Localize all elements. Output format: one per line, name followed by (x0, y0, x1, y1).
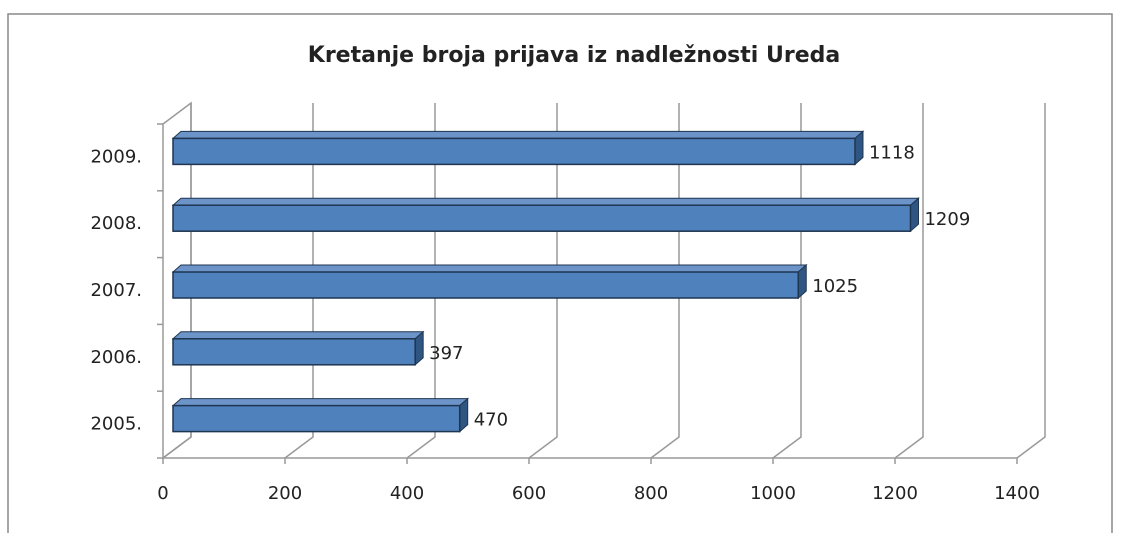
chart-frame (7, 13, 1113, 533)
value-label: 1118 (869, 142, 915, 163)
value-label: 470 (474, 410, 508, 431)
bar-top (171, 264, 808, 273)
chart-title: Kretanje broja prijava iz nadležnosti Ur… (308, 43, 840, 68)
value-label: 1025 (812, 276, 858, 297)
bar (172, 404, 461, 433)
y-tick-label: 2005. (90, 414, 142, 435)
y-tick-label: 2007. (90, 280, 142, 301)
x-tick-label: 600 (512, 483, 546, 504)
x-tick-label: 400 (390, 483, 424, 504)
value-label: 1209 (924, 209, 970, 230)
bar-top (171, 331, 425, 340)
bar (172, 338, 416, 366)
grid-line (894, 103, 924, 459)
x-tick-label: 200 (268, 483, 302, 504)
x-tick-label: 1200 (872, 483, 918, 504)
bar (172, 137, 856, 166)
x-tick-label: 0 (157, 483, 168, 504)
x-tick-label: 800 (634, 483, 668, 504)
y-tick-label: 2006. (90, 347, 142, 368)
x-tick-label: 1400 (994, 483, 1040, 504)
bar-top (171, 398, 470, 407)
x-tick-label: 1000 (750, 483, 796, 504)
bar (172, 271, 799, 299)
bar-top (171, 130, 865, 139)
bar (172, 204, 912, 232)
value-label: 397 (429, 343, 463, 364)
y-tick-label: 2008. (90, 213, 142, 234)
y-tick-label: 2009. (90, 146, 142, 167)
grid-line (1016, 103, 1046, 459)
bar-top (171, 197, 920, 206)
